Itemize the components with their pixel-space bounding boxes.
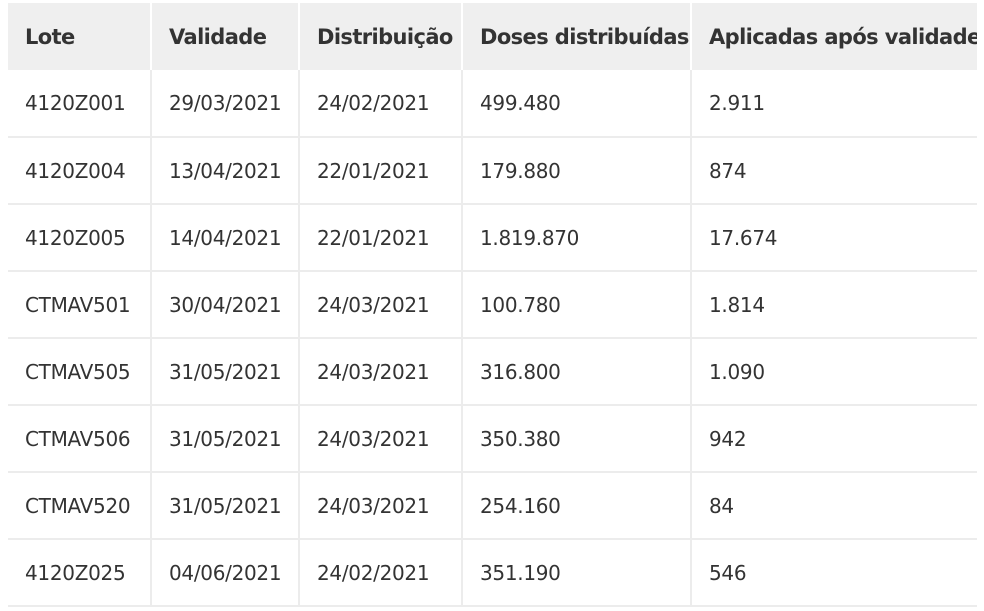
- cell-distribuicao: 24/03/2021: [299, 472, 463, 540]
- cell-doses-distribuidas: 1.819.870: [462, 204, 692, 272]
- cell-doses-distribuidas: 316.800: [462, 338, 692, 406]
- cell-validade: 31/05/2021: [151, 472, 300, 540]
- table-row: 4120Z025 04/06/2021 24/02/2021 351.190 5…: [8, 539, 977, 607]
- lot-table: Lote Validade Distribuição Doses distrib…: [8, 3, 977, 607]
- cell-aplicadas-apos-validade: 1.090: [691, 338, 977, 406]
- header-distribuicao: Distribuição: [299, 3, 463, 70]
- cell-lote: CTMAV501: [8, 271, 152, 339]
- cell-lote: CTMAV506: [8, 405, 152, 473]
- cell-doses-distribuidas: 254.160: [462, 472, 692, 540]
- cell-doses-distribuidas: 350.380: [462, 405, 692, 473]
- cell-distribuicao: 24/02/2021: [299, 539, 463, 607]
- cell-lote: 4120Z005: [8, 204, 152, 272]
- cell-aplicadas-apos-validade: 942: [691, 405, 977, 473]
- cell-doses-distribuidas: 100.780: [462, 271, 692, 339]
- cell-aplicadas-apos-validade: 17.674: [691, 204, 977, 272]
- table-row: CTMAV505 31/05/2021 24/03/2021 316.800 1…: [8, 338, 977, 406]
- cell-lote: 4120Z025: [8, 539, 152, 607]
- cell-aplicadas-apos-validade: 84: [691, 472, 977, 540]
- cell-validade: 14/04/2021: [151, 204, 300, 272]
- table-row: CTMAV506 31/05/2021 24/03/2021 350.380 9…: [8, 405, 977, 473]
- cell-lote: 4120Z004: [8, 137, 152, 205]
- cell-aplicadas-apos-validade: 874: [691, 137, 977, 205]
- cell-doses-distribuidas: 351.190: [462, 539, 692, 607]
- cell-distribuicao: 22/01/2021: [299, 204, 463, 272]
- table-body: 4120Z001 29/03/2021 24/02/2021 499.480 2…: [8, 70, 977, 607]
- table-row: CTMAV501 30/04/2021 24/03/2021 100.780 1…: [8, 271, 977, 339]
- cell-lote: CTMAV520: [8, 472, 152, 540]
- table-row: 4120Z004 13/04/2021 22/01/2021 179.880 8…: [8, 137, 977, 205]
- cell-validade: 31/05/2021: [151, 405, 300, 473]
- lot-table-container: Lote Validade Distribuição Doses distrib…: [8, 3, 977, 607]
- cell-validade: 29/03/2021: [151, 70, 300, 138]
- cell-distribuicao: 24/02/2021: [299, 70, 463, 138]
- header-lote: Lote: [8, 3, 152, 70]
- cell-lote: CTMAV505: [8, 338, 152, 406]
- table-row: 4120Z005 14/04/2021 22/01/2021 1.819.870…: [8, 204, 977, 272]
- cell-validade: 31/05/2021: [151, 338, 300, 406]
- cell-distribuicao: 24/03/2021: [299, 338, 463, 406]
- table-row: CTMAV520 31/05/2021 24/03/2021 254.160 8…: [8, 472, 977, 540]
- header-row: Lote Validade Distribuição Doses distrib…: [8, 3, 977, 70]
- header-doses-distribuidas: Doses distribuídas: [462, 3, 692, 70]
- cell-aplicadas-apos-validade: 2.911: [691, 70, 977, 138]
- table-header: Lote Validade Distribuição Doses distrib…: [8, 3, 977, 70]
- cell-distribuicao: 24/03/2021: [299, 271, 463, 339]
- cell-aplicadas-apos-validade: 1.814: [691, 271, 977, 339]
- cell-distribuicao: 22/01/2021: [299, 137, 463, 205]
- header-validade: Validade: [151, 3, 300, 70]
- cell-lote: 4120Z001: [8, 70, 152, 138]
- table-row: 4120Z001 29/03/2021 24/02/2021 499.480 2…: [8, 70, 977, 138]
- cell-doses-distribuidas: 179.880: [462, 137, 692, 205]
- cell-validade: 13/04/2021: [151, 137, 300, 205]
- cell-validade: 30/04/2021: [151, 271, 300, 339]
- cell-distribuicao: 24/03/2021: [299, 405, 463, 473]
- cell-doses-distribuidas: 499.480: [462, 70, 692, 138]
- cell-validade: 04/06/2021: [151, 539, 300, 607]
- header-aplicadas-apos-validade: Aplicadas após validade: [691, 3, 977, 70]
- cell-aplicadas-apos-validade: 546: [691, 539, 977, 607]
